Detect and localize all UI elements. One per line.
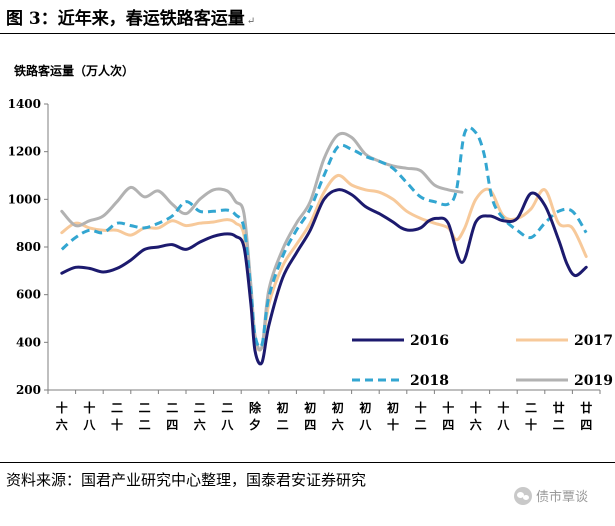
- figure-title-text: 图 3：近年来，春运铁路客运量: [6, 9, 245, 29]
- x-tick-label: 除夕: [249, 400, 262, 432]
- wechat-icon: [514, 486, 532, 505]
- x-tick-label: 二十: [525, 401, 537, 432]
- source-rule: [0, 462, 615, 463]
- y-tick-label: 1200: [8, 145, 41, 159]
- y-tick-label: 200: [16, 383, 41, 397]
- legend-label-2016: 2016: [410, 333, 449, 349]
- series-line-2019: [60, 131, 464, 352]
- x-tick-label: 二二: [139, 401, 151, 432]
- x-tick-label: 初六: [332, 400, 344, 432]
- series-line-2018: [60, 125, 588, 349]
- x-tick-label: 二六: [194, 401, 206, 432]
- y-tick-label: 800: [16, 240, 41, 254]
- source-note: 资料来源：国君产业研究中心整理，国泰君安证券研究: [6, 471, 367, 489]
- legend-label-2017: 2017: [574, 333, 613, 349]
- watermark-text: 债市覃谈: [536, 490, 589, 505]
- x-tick-label: 二十: [111, 401, 123, 432]
- x-tick-label: 廿二: [553, 400, 565, 432]
- x-tick-label: 十六: [56, 400, 68, 432]
- x-tick-label: 十四: [442, 400, 454, 432]
- x-tick-label: 初四: [304, 400, 316, 432]
- y-tick-label: 600: [16, 288, 41, 302]
- x-tick-label: 十八: [496, 400, 510, 432]
- y-tick-label: 1000: [8, 192, 41, 206]
- y-axis-label: 铁路客运量（万人次）: [14, 64, 135, 78]
- x-tick-label: 初八: [358, 400, 372, 432]
- x-tick-label: 二四: [166, 401, 178, 432]
- legend-label-2018: 2018: [410, 373, 449, 389]
- watermark: 债市覃谈: [514, 486, 588, 505]
- x-tick-label: 十二: [415, 400, 427, 432]
- x-tick-label: 初二: [277, 400, 289, 432]
- x-tick-label: 初十: [387, 400, 399, 432]
- legend-label-2019: 2019: [574, 373, 613, 389]
- x-tick-label: 十八: [82, 400, 96, 432]
- x-tick-label: 廿四: [580, 400, 592, 432]
- line-chart: 200400600800100012001400十六十八二十二二二四二六二八除夕…: [8, 97, 613, 432]
- figure-title: 图 3：近年来，春运铁路客运量 ↵: [6, 4, 255, 29]
- y-tick-label: 1400: [8, 97, 41, 111]
- x-tick-label: 十六: [470, 400, 482, 432]
- y-tick-label: 400: [16, 335, 41, 349]
- title-rule: [0, 33, 615, 34]
- series-line-2016: [60, 188, 588, 366]
- x-tick-label: 二八: [220, 401, 234, 432]
- paragraph-mark-icon: ↵: [246, 16, 256, 27]
